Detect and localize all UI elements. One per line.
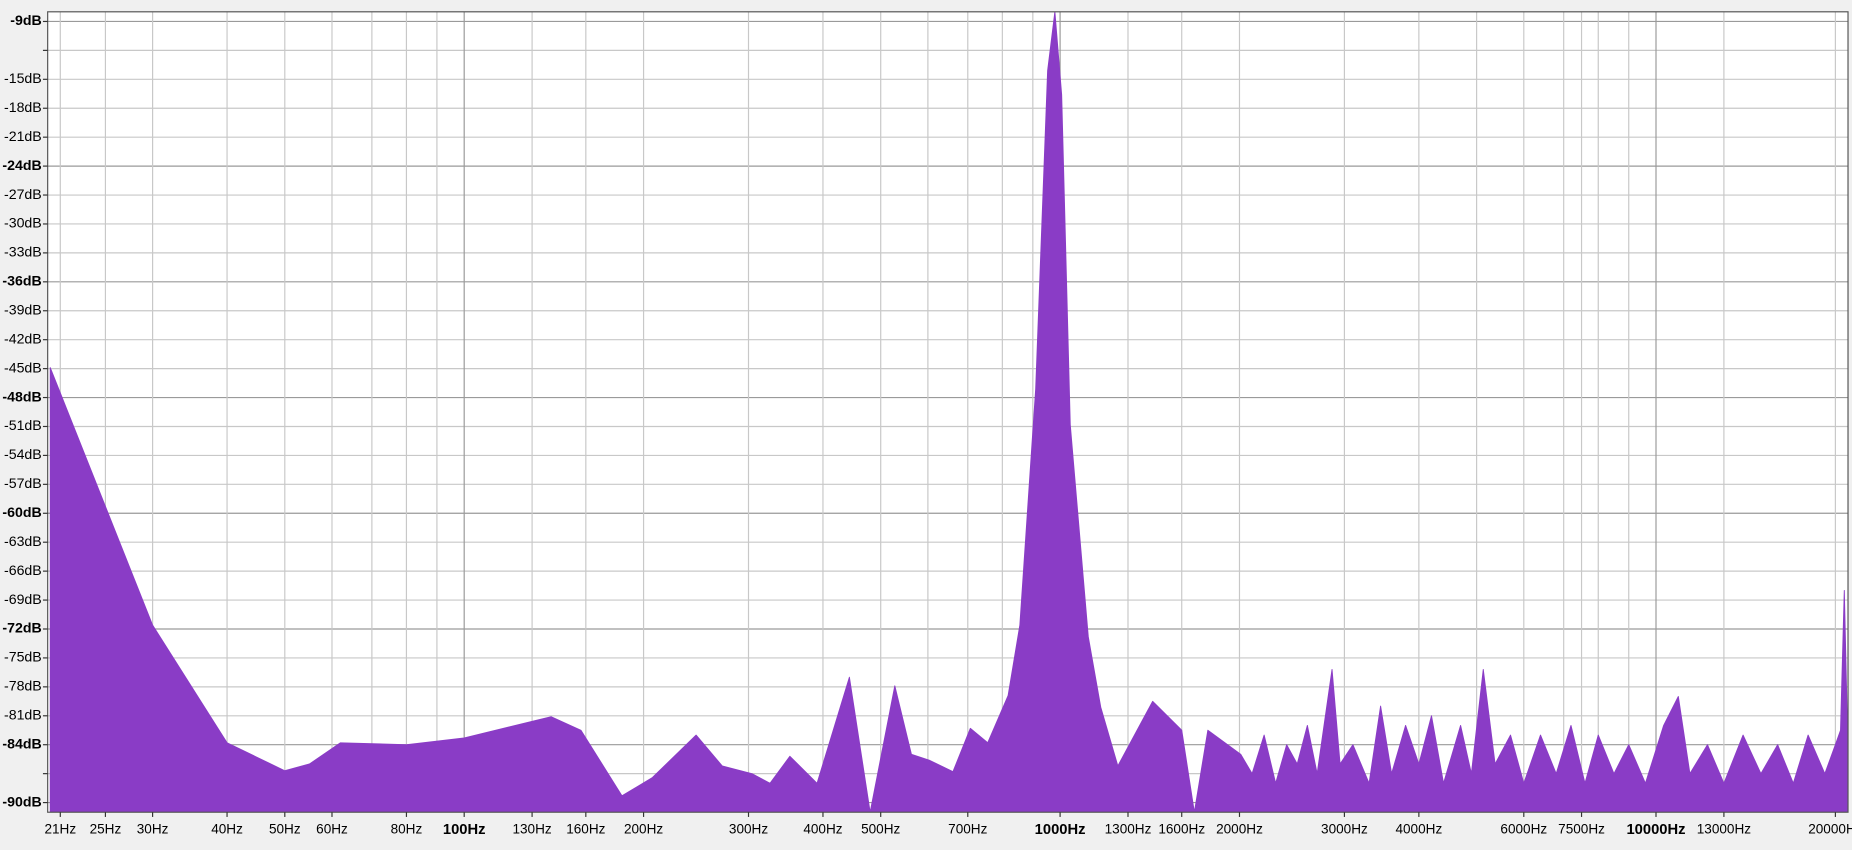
y-tick-label: -69dB	[4, 592, 42, 608]
x-tick-label: 2000Hz	[1216, 822, 1263, 837]
x-tick-label: 100Hz	[443, 822, 486, 838]
x-tick-label: 300Hz	[729, 822, 768, 837]
y-tick-label: -45dB	[4, 360, 42, 376]
y-tick-label: -30dB	[4, 216, 42, 232]
plot-frame	[47, 11, 1849, 813]
y-tick-label: -21dB	[4, 129, 42, 145]
x-tick-label: 130Hz	[512, 822, 551, 837]
x-tick-label: 7500Hz	[1558, 822, 1605, 837]
spectrum-area	[49, 11, 1849, 813]
x-tick-label: 700Hz	[948, 822, 987, 837]
y-tick-label: -60dB	[2, 505, 41, 521]
x-tick-label: 30Hz	[137, 822, 169, 837]
y-tick-label: -33dB	[4, 245, 42, 261]
x-tick-label: 1300Hz	[1105, 822, 1152, 837]
y-tick-label: -63dB	[4, 534, 42, 550]
x-tick-label: 200Hz	[624, 822, 663, 837]
y-tick-label: -36dB	[2, 274, 41, 290]
y-tick-label: -81dB	[4, 708, 42, 724]
x-tick-label: 1000Hz	[1035, 822, 1086, 838]
y-tick-label: -90dB	[2, 794, 41, 810]
x-tick-label: 4000Hz	[1395, 822, 1442, 837]
x-tick-label: 50Hz	[269, 822, 301, 837]
y-tick-label: -24dB	[2, 158, 41, 174]
x-tick-label: 6000Hz	[1500, 822, 1547, 837]
x-tick-label: 3000Hz	[1321, 822, 1368, 837]
y-tick-label: -51dB	[4, 418, 42, 434]
y-tick-label: -54dB	[4, 447, 42, 463]
y-tick-label: -72dB	[2, 621, 41, 637]
y-tick-label: -66dB	[4, 563, 42, 579]
plot-area	[47, 11, 1849, 813]
x-tick-label: 10000Hz	[1626, 822, 1685, 838]
y-tick-label: -75dB	[4, 650, 42, 666]
y-tick-label: -78dB	[4, 679, 42, 695]
x-tick-label: 60Hz	[316, 822, 348, 837]
y-tick-label: -9dB	[10, 13, 41, 29]
x-tick-label: 80Hz	[391, 822, 423, 837]
x-tick-label: 500Hz	[861, 822, 900, 837]
x-tick-label: 25Hz	[90, 822, 122, 837]
y-tick-label: -48dB	[2, 389, 41, 405]
y-tick-label: -84dB	[2, 736, 41, 752]
x-tick-label: 13000Hz	[1697, 822, 1752, 837]
x-tick-label: 160Hz	[566, 822, 605, 837]
x-tick-label: 1600Hz	[1158, 822, 1205, 837]
x-tick-label: 40Hz	[211, 822, 243, 837]
y-tick-label: -18dB	[4, 100, 42, 116]
y-tick-label: -42dB	[4, 331, 42, 347]
x-tick-label: 400Hz	[803, 822, 842, 837]
x-tick-label: 20000Hz	[1808, 822, 1852, 837]
y-tick-label: -57dB	[4, 476, 42, 492]
y-tick-label: -27dB	[4, 187, 42, 203]
y-tick-label: -39dB	[4, 302, 42, 318]
y-tick-label: -15dB	[4, 71, 42, 87]
x-tick-label: 21Hz	[44, 822, 76, 837]
